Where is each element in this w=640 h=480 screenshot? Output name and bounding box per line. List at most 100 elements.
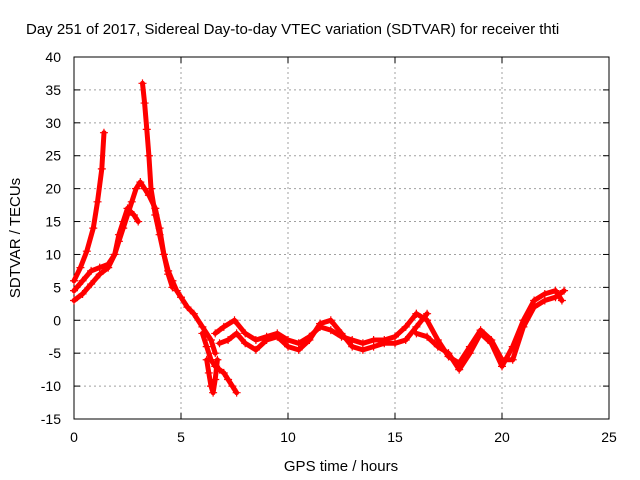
data-point [93, 197, 102, 206]
data-point [164, 266, 173, 275]
series-line-late-a [413, 288, 567, 366]
x-tick-label: 25 [601, 429, 617, 445]
data-point [204, 368, 213, 377]
data-point [401, 322, 410, 331]
data-point [241, 329, 250, 338]
y-tick-label: 25 [45, 148, 61, 164]
data-point [540, 289, 549, 298]
data-point [551, 286, 560, 295]
x-tick-label: 10 [280, 429, 296, 445]
series-late-b [412, 286, 566, 374]
data-point [241, 339, 250, 348]
data-point [183, 303, 192, 312]
y-tick-label: 10 [45, 246, 61, 262]
data-point [444, 349, 453, 358]
data-point [114, 230, 123, 239]
data-point [232, 388, 241, 397]
data-point [82, 247, 91, 256]
series-late-a [412, 286, 569, 368]
data-point [104, 263, 113, 272]
data-point [89, 224, 98, 233]
data-point [401, 336, 410, 345]
data-point [189, 309, 198, 318]
data-point [70, 296, 78, 305]
plot-frame [73, 56, 610, 420]
data-point [132, 184, 141, 193]
y-tick-label: -10 [41, 378, 61, 394]
x-tick-label: 0 [70, 429, 78, 445]
data-point [326, 316, 335, 325]
data-point [206, 382, 215, 391]
data-point [251, 345, 260, 354]
series-spike [138, 79, 220, 358]
data-point [97, 164, 106, 173]
y-tick-label: 40 [45, 49, 61, 65]
chart-title: Day 251 of 2017, Sidereal Day-to-day VTE… [26, 21, 559, 38]
data-point [87, 266, 96, 275]
data-point [206, 336, 215, 345]
data-point [219, 322, 228, 331]
data-point [211, 349, 220, 358]
y-tick-label: 0 [53, 312, 61, 328]
y-tick-label: -15 [41, 411, 61, 427]
data-point [198, 329, 207, 338]
data-point [215, 339, 224, 348]
x-tick-label: 5 [177, 429, 185, 445]
data-point [151, 210, 160, 219]
data-point [129, 210, 138, 219]
data-point [87, 280, 96, 289]
data-point [136, 178, 145, 187]
data-point [358, 345, 367, 354]
data-point [433, 342, 442, 351]
x-tick-label: 15 [387, 429, 403, 445]
data-point [147, 184, 156, 193]
data-point [316, 319, 325, 328]
data-point [127, 197, 136, 206]
data-point [110, 250, 119, 259]
data-point [144, 151, 153, 160]
data-point [140, 99, 149, 108]
data-point [123, 204, 132, 213]
data-point [224, 336, 233, 345]
data-point [202, 342, 211, 351]
data-point [487, 339, 496, 348]
x-tick-label: 20 [494, 429, 510, 445]
series-line-mid-b [217, 311, 430, 353]
data-point [209, 388, 218, 397]
data-point [423, 332, 432, 341]
data-point [412, 309, 421, 318]
data-point [70, 286, 78, 295]
data-point [508, 355, 517, 364]
data-point [70, 276, 78, 285]
data-point [273, 332, 282, 341]
data-point [224, 375, 233, 384]
series-drop-b [202, 355, 222, 397]
data-point [284, 342, 292, 351]
data-point [337, 329, 346, 338]
data-point [232, 329, 241, 338]
series-layer [70, 79, 569, 397]
data-point [219, 368, 228, 377]
data-point [119, 217, 128, 226]
data-point [380, 339, 389, 348]
data-point [305, 336, 314, 345]
data-point [251, 336, 260, 345]
grid [74, 57, 609, 419]
data-point [391, 339, 399, 348]
data-point [508, 342, 517, 351]
y-tick-label: 35 [45, 82, 61, 98]
ticks: 0 5 10 15 20 25 -15 -10 -5 0 5 10 15 20 25 30 35 40 [41, 49, 617, 445]
series-mid-b [215, 309, 432, 354]
data-point [99, 128, 108, 137]
data-point [498, 362, 506, 371]
data-point [557, 296, 566, 305]
data-point [560, 286, 569, 295]
data-point [155, 230, 164, 239]
data-point [78, 276, 87, 285]
data-point [159, 250, 168, 259]
y-tick-label: 5 [53, 279, 61, 295]
data-point [476, 329, 485, 338]
data-point [211, 329, 220, 338]
data-point [138, 79, 147, 88]
